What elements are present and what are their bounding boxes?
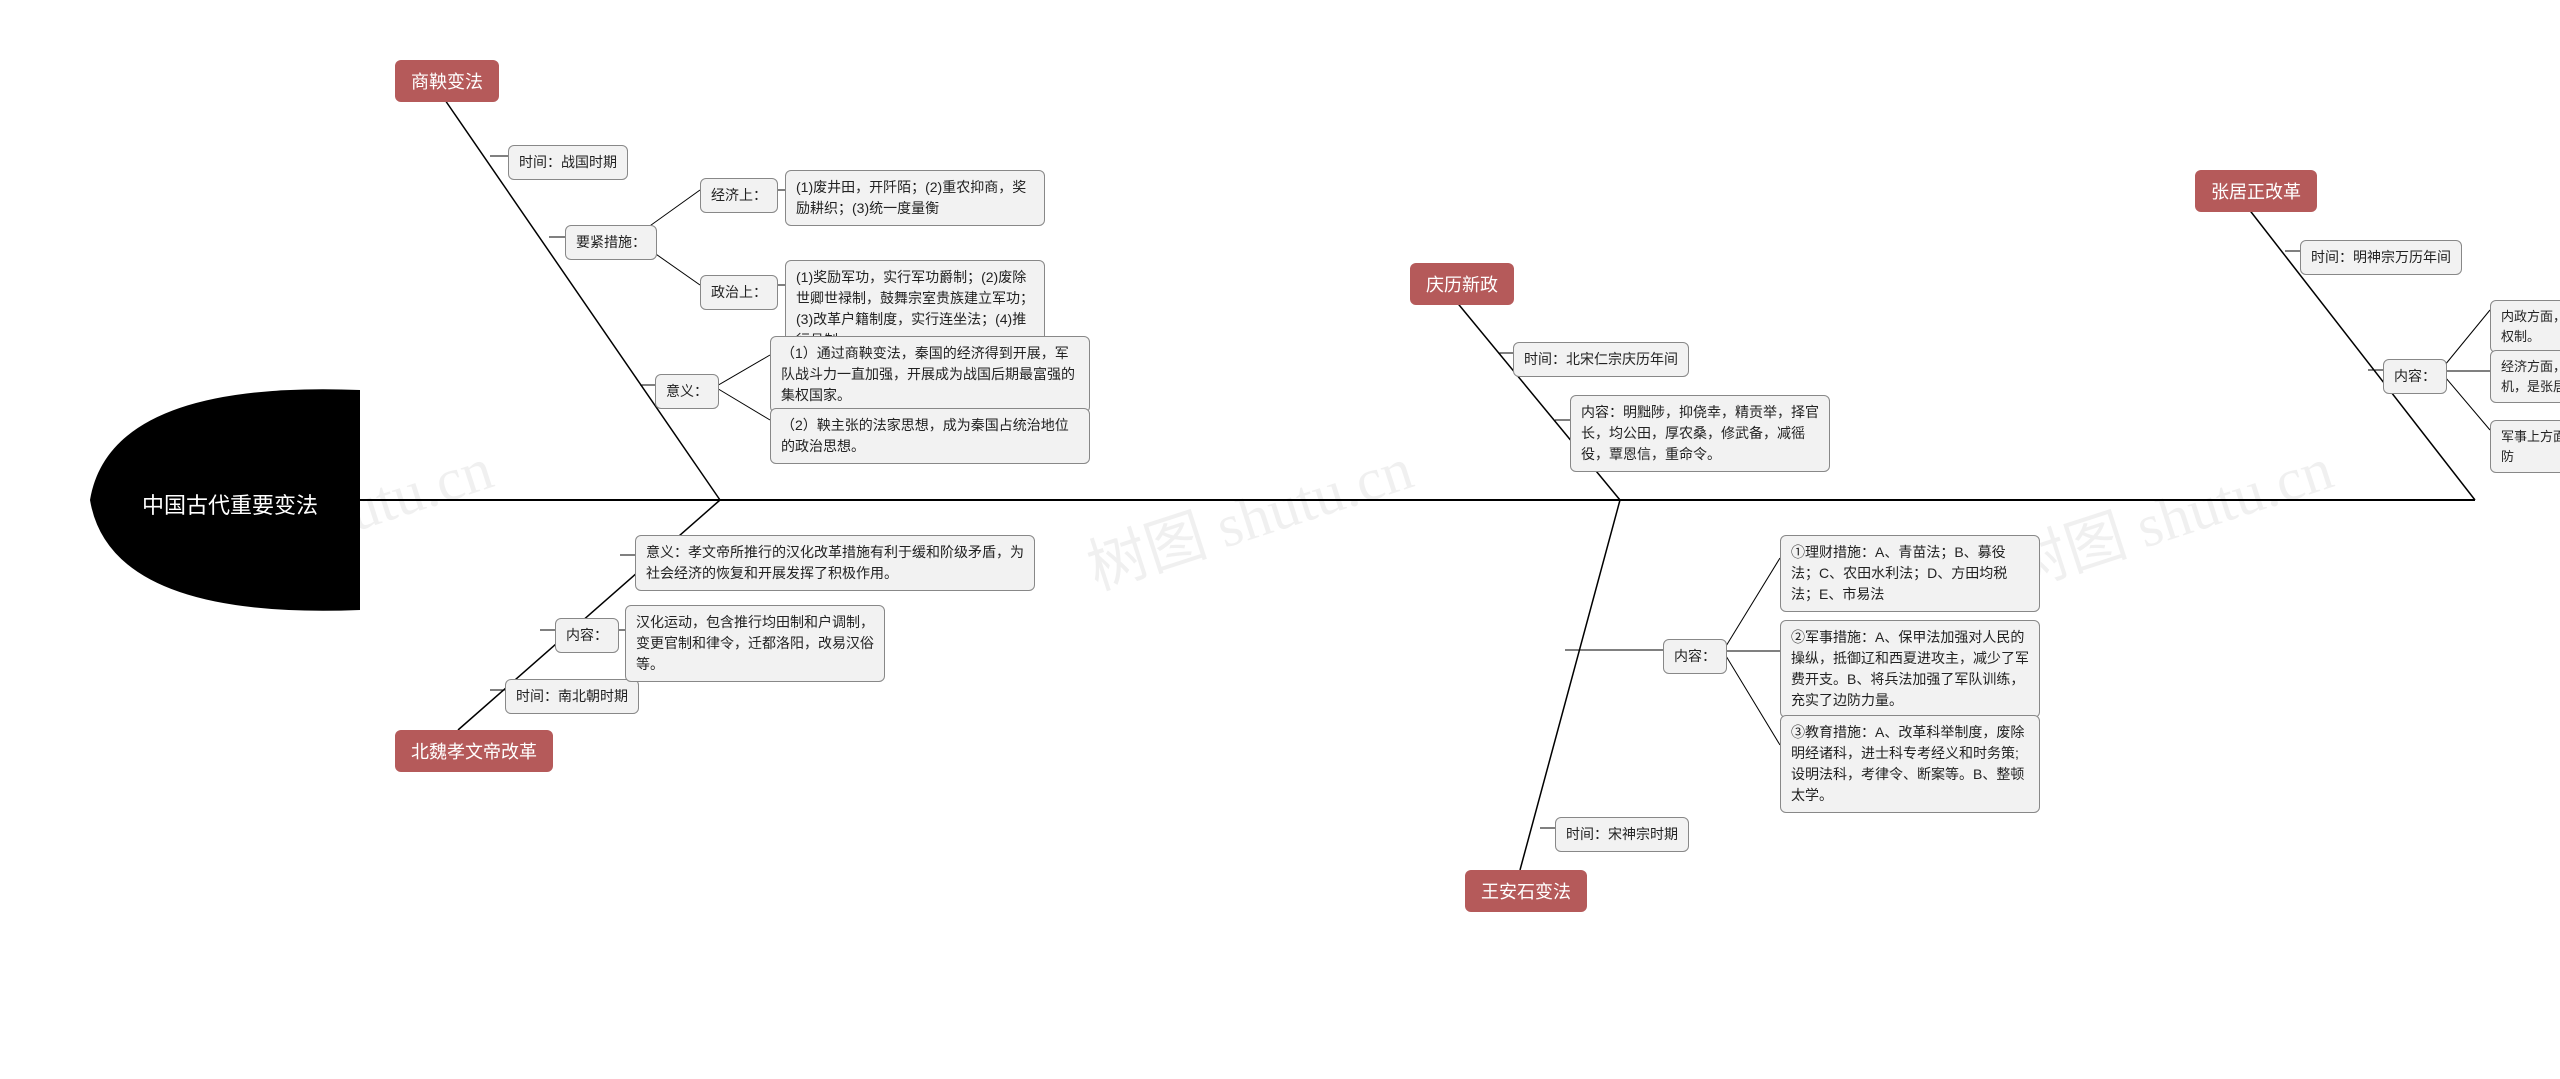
zjz-c3: 军事上方面，任用戚继光等，加强了边防 <box>2490 420 2560 473</box>
shangyang-pol-label: 政治上： <box>700 275 778 310</box>
xiaowen-sig: 意义：孝文帝所推行的汉化改革措施有利于缓和阶级矛盾，为社会经济的恢复和开展发挥了… <box>635 535 1035 591</box>
badge-shangyang: 商鞅变法 <box>395 60 499 102</box>
badge-wanganshi: 王安石变法 <box>1465 870 1587 912</box>
fishbone-svg <box>0 0 2560 1079</box>
shangyang-time: 时间：战国时期 <box>508 145 628 180</box>
shangyang-sig2: （2）鞅主张的法家思想，成为秦国占统治地位的政治思想。 <box>770 408 1090 464</box>
wanganshi-content-label: 内容： <box>1663 639 1727 674</box>
zjz-content-label: 内容： <box>2383 359 2447 394</box>
root-title: 中国古代重要变法 <box>100 488 360 520</box>
xiaowen-time: 时间：南北朝时期 <box>505 679 639 714</box>
zjz-c1: 内政方面，首先整顿吏治，加强中央集权制。 <box>2490 300 2560 353</box>
badge-zhangjuzheng: 张居正改革 <box>2195 170 2317 212</box>
watermark-2: 树图 shutu.cn <box>1075 420 1422 607</box>
wanganshi-c3: ③教育措施：A、改革科举制度，废除明经诸科，进士科专考经义和时务策;设明法科，考… <box>1780 715 2040 813</box>
xiaowen-content-label: 内容： <box>555 618 619 653</box>
zjz-c2: 经济方面，整顿赋役制度、扭转财政危机，是张居正改革的重点。 <box>2490 350 2560 403</box>
wanganshi-c2: ②军事措施：A、保甲法加强对人民的操纵，抵御辽和西夏进攻主，减少了军费开支。B、… <box>1780 620 2040 718</box>
watermark-3: 树图 shutu.cn <box>1995 420 2342 607</box>
qingli-time: 时间：北宋仁宗庆历年间 <box>1513 342 1689 377</box>
badge-qingli: 庆历新政 <box>1410 263 1514 305</box>
shangyang-econ-label: 经济上： <box>700 178 778 213</box>
wanganshi-c1: ①理财措施：A、青苗法；B、募役法；C、农田水利法；D、方田均税法；E、市易法 <box>1780 535 2040 612</box>
qingli-content: 内容：明黜陟，抑侥幸，精贡举，择官长，均公田，厚农桑，修武备，减徭役，覃恩信，重… <box>1570 395 1830 472</box>
wanganshi-time: 时间：宋神宗时期 <box>1555 817 1689 852</box>
shangyang-sig-label: 意义： <box>655 374 719 409</box>
shangyang-measures-label: 要紧措施： <box>565 225 657 260</box>
shangyang-sig1: （1）通过商鞅变法，秦国的经济得到开展，军队战斗力一直加强，开展成为战国后期最富… <box>770 336 1090 413</box>
shangyang-econ-text: (1)废井田，开阡陌；(2)重农抑商，奖励耕织；(3)统一度量衡 <box>785 170 1045 226</box>
zjz-time: 时间：明神宗万历年间 <box>2300 240 2462 275</box>
xiaowen-content: 汉化运动，包含推行均田制和户调制，变更官制和律令，迁都洛阳，改易汉俗等。 <box>625 605 885 682</box>
badge-xiaowen: 北魏孝文帝改革 <box>395 730 553 772</box>
